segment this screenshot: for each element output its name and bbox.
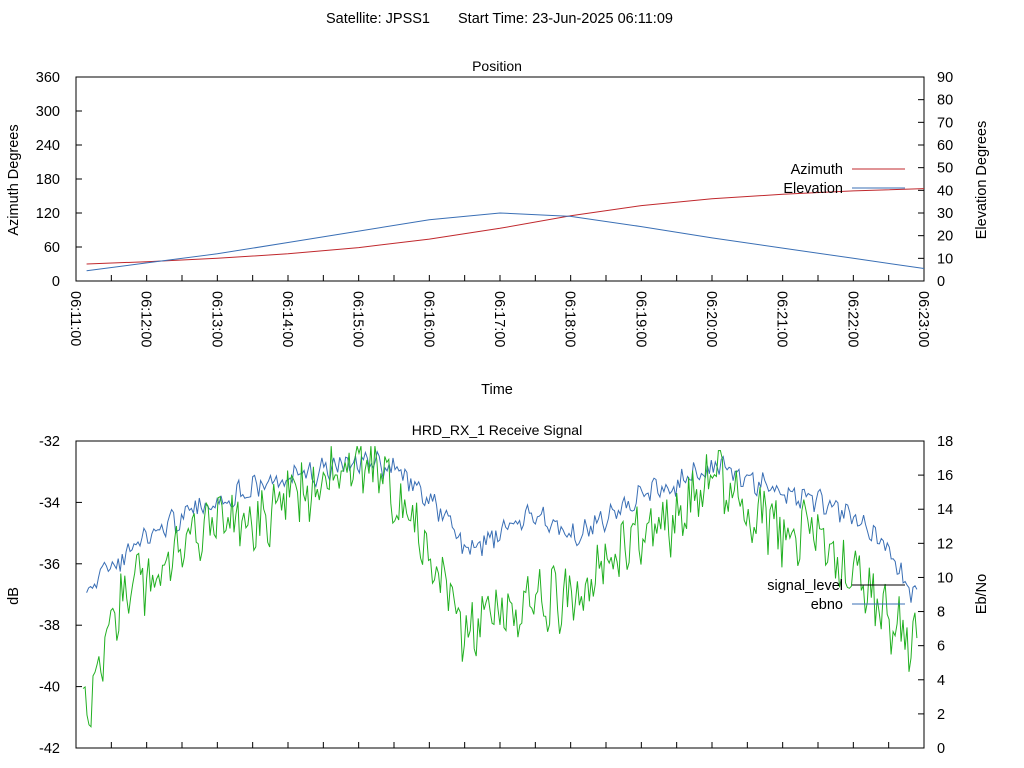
position-y2-tick-label: 70: [937, 115, 953, 131]
signal-y2-tick-label: 10: [937, 570, 953, 586]
position-y-tick-label: 0: [52, 274, 60, 290]
position-x-tick-label: 06:11:00: [67, 291, 83, 346]
position-y-tick-label: 180: [36, 172, 60, 188]
position-y-tick-label: 240: [36, 138, 60, 154]
signal-y2-tick-label: 4: [937, 673, 945, 689]
signal-y-tick-label: -36: [39, 557, 60, 573]
position-x-tick-label: 06:21:00: [774, 291, 790, 347]
position-x-tick-label: 06:23:00: [915, 291, 931, 347]
signal-y-axis-label: dB: [6, 587, 22, 605]
position-x-tick-label: 06:16:00: [420, 291, 436, 347]
signal-series-line-1: [86, 450, 918, 603]
signal-y2-tick-label: 2: [937, 707, 945, 723]
position-chart: Position Azimuth Degrees Elevation Degre…: [6, 58, 990, 398]
position-series-line-0: [86, 188, 925, 265]
signal-y2-tick-label: 0: [937, 741, 945, 757]
position-y-tick-label: 300: [36, 104, 60, 120]
position-x-tick-label: 06:18:00: [562, 291, 578, 347]
position-x-tick-label: 06:14:00: [279, 291, 295, 347]
position-y2-tick-label: 40: [937, 183, 953, 199]
position-y2-tick-label: 80: [937, 93, 953, 109]
position-chart-title: Position: [472, 58, 522, 74]
signal-legend-label: signal_level: [767, 578, 843, 594]
position-x-tick-label: 06:12:00: [138, 291, 154, 347]
position-y2-tick-label: 20: [937, 229, 953, 245]
signal-y2-axis-label: Eb/No: [974, 574, 990, 614]
signal-series-line-2: [82, 445, 918, 728]
receive-signal-chart: HRD_RX_1 Receive Signal dB Eb/No -42 -40 -…: [6, 422, 990, 757]
position-series-line-1: [86, 212, 925, 272]
signal-y2-tick-label: 8: [937, 605, 945, 621]
position-y2-tick-label: 30: [937, 206, 953, 222]
signal-legend-label: ebno: [811, 597, 843, 613]
position-x-tick-label: 06:17:00: [491, 291, 507, 347]
position-y-tick-label: 60: [44, 240, 60, 256]
position-y2-tick-label: 10: [937, 251, 953, 267]
position-y2-tick-label: 0: [937, 274, 945, 290]
position-x-axis-label: Time: [481, 382, 513, 398]
position-x-tick-label: 06:13:00: [208, 291, 224, 347]
header-start-time: Start Time: 23-Jun-2025 06:11:09: [458, 11, 673, 27]
signal-y-tick-label: -40: [39, 680, 60, 696]
signal-plot-frame: [75, 440, 925, 749]
position-y2-tick-label: 60: [937, 138, 953, 154]
position-x-tick-label: 06:19:00: [632, 291, 648, 347]
position-legend-label: Azimuth: [791, 162, 843, 178]
position-y-axis-label: Azimuth Degrees: [6, 124, 22, 235]
signal-y2-tick-label: 14: [937, 502, 953, 518]
position-y2-tick-label: 50: [937, 161, 953, 177]
signal-y-tick-label: -42: [39, 741, 60, 757]
position-x-tick-label: 06:22:00: [844, 291, 860, 347]
header-satellite: Satellite: JPSS1: [326, 11, 430, 27]
position-y-tick-label: 120: [36, 206, 60, 222]
position-y2-tick-label: 90: [937, 70, 953, 86]
position-x-tick-label: 06:15:00: [350, 291, 366, 347]
signal-y-tick-label: -32: [39, 434, 60, 450]
position-legend-label: Elevation: [783, 181, 843, 197]
signal-y2-tick-label: 16: [937, 468, 953, 484]
signal-y2-tick-label: 12: [937, 536, 953, 552]
signal-y2-tick-label: 6: [937, 639, 945, 655]
signal-y-tick-label: -34: [39, 495, 60, 511]
position-x-tick-label: 06:20:00: [703, 291, 719, 347]
signal-y2-tick-label: 18: [937, 434, 953, 450]
signal-chart-title: HRD_RX_1 Receive Signal: [412, 422, 582, 438]
position-y-tick-label: 360: [36, 70, 60, 86]
signal-y-tick-label: -38: [39, 618, 60, 634]
position-y2-axis-label: Elevation Degrees: [974, 121, 990, 240]
